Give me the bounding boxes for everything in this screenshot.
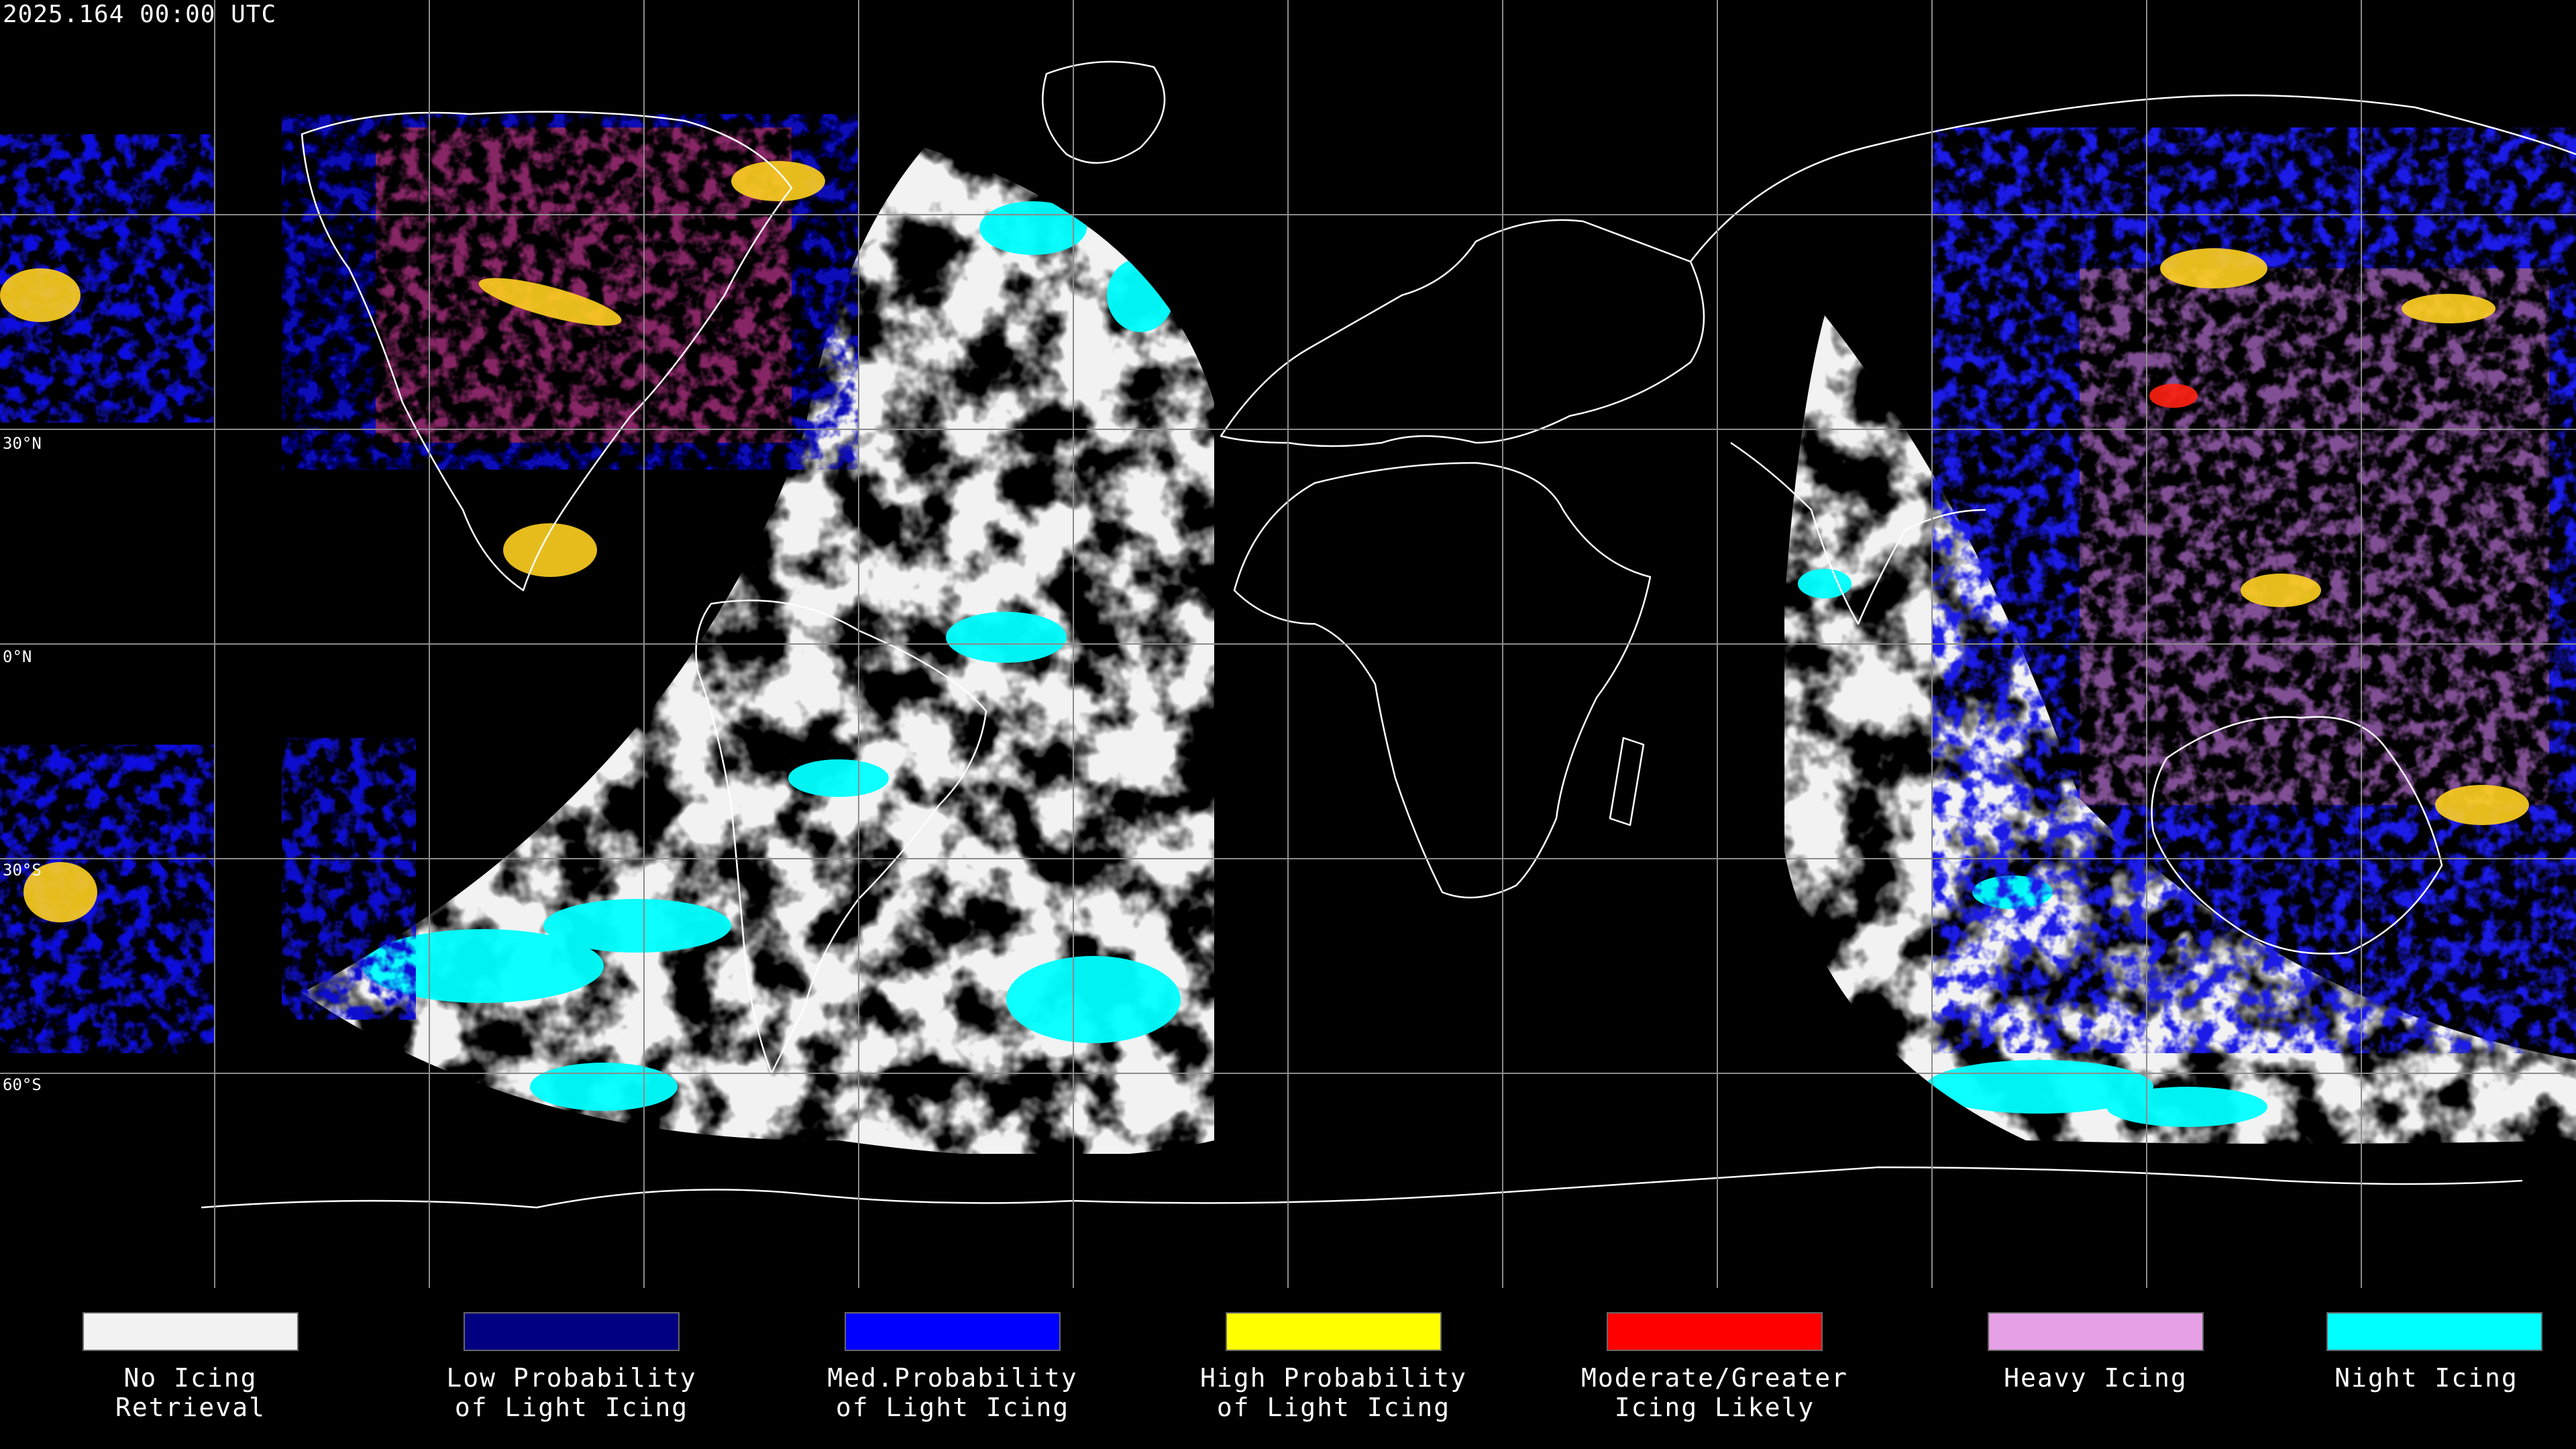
legend-swatch	[2326, 1312, 2542, 1351]
legend-item-low-probability: Low Probability of Light Icing	[381, 1288, 762, 1449]
asia-coast	[1690, 94, 2576, 262]
legend-item-heavy-icing: Heavy Icing	[1905, 1288, 2286, 1449]
legend-swatch	[1226, 1312, 1442, 1351]
lat-label-0n: 0°N	[3, 647, 32, 666]
lat-lon-grid	[0, 0, 2576, 1288]
europe-coast	[1220, 219, 1705, 447]
legend-swatch	[83, 1312, 299, 1351]
legend-label: Med.Probability of Light Icing	[827, 1363, 1078, 1422]
antarctica-coast	[201, 1166, 2523, 1209]
lat-label-30n: 30°N	[3, 434, 42, 453]
legend-item-high-probability: High Probability of Light Icing	[1143, 1288, 1524, 1449]
legend-label: High Probability of Light Icing	[1199, 1363, 1468, 1422]
lat-label-60s: 60°S	[3, 1075, 42, 1094]
legend-label: Low Probability of Light Icing	[446, 1363, 697, 1422]
australia-coast	[2151, 716, 2443, 955]
legend-label: No Icing Retrieval	[115, 1363, 266, 1422]
legend-swatch	[1607, 1312, 1823, 1351]
legend: No Icing Retrieval Low Probability of Ligh…	[0, 1288, 2576, 1449]
south-america-coast	[695, 599, 987, 1075]
india-coast	[1730, 441, 1986, 625]
icing-map	[0, 0, 2576, 1288]
legend-item-no-icing: No Icing Retrieval	[0, 1288, 381, 1449]
legend-label: Moderate/Greater Icing Likely	[1580, 1363, 1849, 1422]
coastlines	[201, 60, 2576, 1209]
timestamp: 2025.164 00:00 UTC	[3, 1, 277, 28]
legend-item-med-probability: Med.Probability of Light Icing	[762, 1288, 1143, 1449]
legend-swatch	[464, 1312, 680, 1351]
legend-item-night-icing: Night Icing	[2286, 1288, 2576, 1449]
greenland-coast	[1042, 60, 1166, 164]
legend-label: Heavy Icing	[2004, 1363, 2188, 1393]
icing-hotspots	[0, 161, 2529, 922]
legend-item-moderate-greater: Moderate/Greater Icing Likely	[1524, 1288, 1905, 1449]
north-america-coast	[301, 111, 793, 592]
africa-coast	[1233, 462, 1652, 899]
legend-label: Night Icing	[2334, 1363, 2518, 1393]
legend-swatch	[845, 1312, 1061, 1351]
lat-label-30s: 30°S	[3, 861, 42, 879]
madagascar-coast	[1609, 737, 1645, 826]
legend-swatch	[1988, 1312, 2204, 1351]
